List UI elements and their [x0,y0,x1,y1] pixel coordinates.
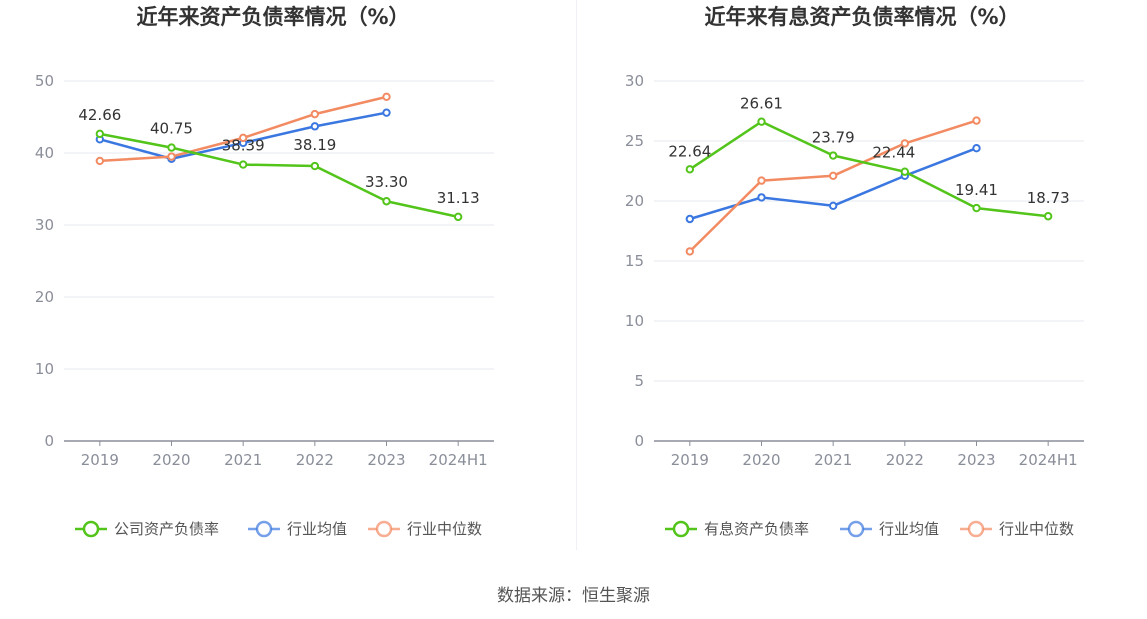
data-point [972,144,981,153]
chart-title: 近年来资产负债率情况（%） [136,5,409,29]
data-label: 22.44 [872,144,915,162]
data-point [900,167,910,176]
data-label: 23.79 [812,129,855,147]
legend-marker [255,520,273,538]
y-tick-label: 15 [625,252,644,270]
legend-label: 有息资产负债率 [704,520,809,538]
y-tick-label: 10 [625,312,644,330]
x-tick-label: 2019 [81,451,119,469]
x-tick-label: 2020 [152,451,190,469]
y-tick-label: 0 [44,432,54,450]
data-point [310,122,320,131]
data-label: 42.66 [78,106,121,124]
x-tick-label: 2024H1 [429,451,488,469]
chart-panel-debt-ratio: 近年来资产负债率情况（%） 0 10 20 30 40 50 2019 2020 2021 2022… [0,0,573,560]
legend-label: 行业中位数 [407,520,482,538]
y-tick-label: 20 [625,192,644,210]
data-label: 40.75 [150,120,193,138]
chart-panel-interest-debt-ratio: 近年来有息资产负债率情况（%） 0 5 10 15 20 25 30 2019 2020 2021 2… [576,0,1147,560]
data-point [382,108,391,117]
chart-title: 近年来有息资产负债率情况（%） [704,5,1019,29]
data-point [972,116,981,125]
x-tick-label: 2019 [671,451,709,469]
data-point [757,176,766,185]
data-label: 26.61 [740,95,783,113]
data-point [95,156,105,166]
y-tick-label: 5 [634,372,644,390]
legend-marker [967,520,985,538]
legend-marker [82,520,100,538]
data-point [382,197,391,206]
data-point [685,247,695,256]
series-line-company [689,120,1049,218]
data-point [900,139,910,148]
data-point [310,109,320,119]
data-label: 19.41 [955,181,998,199]
series-line-company [99,132,459,219]
data-point [757,117,766,126]
data-point [238,160,248,169]
data-point [1043,212,1053,221]
x-tick-label: 2023 [957,451,995,469]
y-tick-label: 25 [625,132,644,150]
y-tick-label: 0 [634,432,644,450]
data-point [95,129,105,139]
data-point [757,193,766,202]
panel-divider [576,0,577,550]
data-point [685,214,695,224]
data-label: 22.64 [668,142,711,160]
y-tick-label: 30 [625,72,644,90]
x-tick-label: 2022 [886,451,924,469]
x-tick-label: 2024H1 [1019,451,1078,469]
legend-label: 行业中位数 [999,520,1074,538]
y-tick-label: 40 [35,144,54,162]
legend-marker [847,520,865,538]
data-label: 33.30 [365,173,408,191]
data-label: 31.13 [437,189,480,207]
y-tick-label: 50 [35,72,54,90]
data-point [972,203,981,213]
data-point [238,133,248,143]
data-point [167,152,176,161]
data-point [828,151,838,160]
data-label: 18.73 [1027,189,1070,207]
y-tick-label: 20 [35,288,54,306]
data-label: 38.39 [222,137,265,155]
interest-debt-ratio-chart: 近年来有息资产负债率情况（%） 0 5 10 15 20 25 30 2019 2020 2021 2… [625,5,1084,538]
legend-marker [375,520,393,538]
legend-label: 行业均值 [287,520,347,538]
x-tick-label: 2021 [224,451,262,469]
data-source-note: 数据来源：恒生聚源 [497,586,650,606]
legend-label: 公司资产负债率 [114,520,219,538]
legend-marker [672,520,690,538]
data-label: 38.19 [293,136,336,154]
x-tick-label: 2020 [742,451,780,469]
data-point [310,161,320,171]
x-tick-label: 2021 [814,451,852,469]
legend-label: 行业均值 [879,520,939,538]
data-point [167,143,176,152]
data-point [828,201,838,211]
data-point [828,171,838,181]
debt-ratio-chart: 近年来资产负债率情况（%） 0 10 20 30 40 50 2019 2020 2021 2022… [35,5,494,538]
data-point [685,165,695,174]
data-point [382,92,391,102]
x-tick-label: 2022 [296,451,334,469]
y-tick-label: 10 [35,360,54,378]
y-tick-label: 30 [35,216,54,234]
data-point [453,212,463,222]
x-tick-label: 2023 [367,451,405,469]
